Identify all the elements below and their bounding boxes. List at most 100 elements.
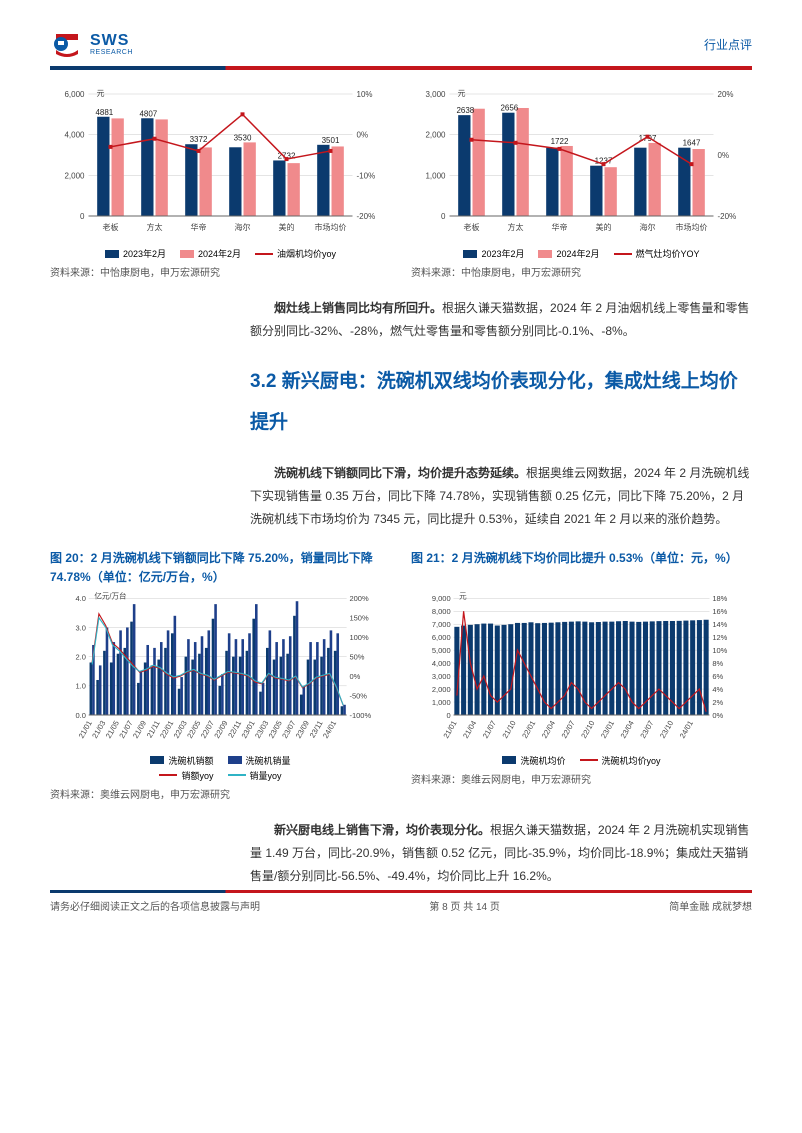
footer-mid: 第 8 页 共 14 页: [429, 898, 500, 913]
footer-right: 简单金融 成就梦想: [669, 898, 752, 913]
chart-2-source: 资料来源：中怡康厨电，申万宏源研究: [411, 264, 752, 279]
footer-left: 请务必仔细阅读正文之后的各项信息披露与声明: [50, 898, 260, 913]
svg-text:50%: 50%: [349, 652, 364, 661]
logo-sub: RESEARCH: [90, 49, 133, 56]
chart-4-legend: 洗碗机均价 洗碗机均价yoy: [411, 754, 752, 767]
svg-text:1,000: 1,000: [432, 698, 451, 707]
svg-text:21/09: 21/09: [131, 719, 148, 740]
svg-text:4.0: 4.0: [75, 594, 85, 603]
svg-text:6%: 6%: [712, 672, 723, 681]
logo-sws: SWS: [90, 33, 133, 49]
chart-3-source: 资料来源：奥维云网厨电，申万宏源研究: [50, 786, 391, 801]
svg-text:2%: 2%: [712, 698, 723, 707]
svg-text:6,000: 6,000: [432, 633, 451, 642]
svg-text:3.0: 3.0: [75, 623, 85, 632]
svg-text:10%: 10%: [712, 646, 727, 655]
fig20-title: 图 20：2 月洗碗机线下销额同比下降 75.20%，销量同比下降 74.78%…: [50, 549, 391, 587]
svg-text:21/10: 21/10: [500, 719, 517, 740]
svg-text:-50%: -50%: [349, 691, 367, 700]
svg-text:2656: 2656: [500, 104, 518, 113]
svg-text:-10%: -10%: [357, 171, 376, 180]
svg-text:3501: 3501: [322, 136, 340, 145]
svg-text:1647: 1647: [683, 139, 701, 148]
svg-text:6,000: 6,000: [64, 90, 85, 99]
svg-text:22/10: 22/10: [579, 719, 596, 740]
svg-text:老板: 老板: [103, 222, 119, 232]
svg-text:美的: 美的: [279, 222, 295, 232]
svg-text:1,000: 1,000: [425, 171, 446, 180]
svg-text:0: 0: [80, 212, 85, 221]
svg-text:4,000: 4,000: [432, 659, 451, 668]
svg-text:3372: 3372: [190, 135, 208, 144]
svg-text:-20%: -20%: [357, 212, 376, 221]
svg-text:21/07: 21/07: [481, 719, 498, 740]
chart-1-legend: 2023年2月 2024年2月 油烟机均价yoy: [50, 247, 391, 260]
svg-text:老板: 老板: [464, 222, 480, 232]
svg-text:1722: 1722: [551, 137, 569, 146]
svg-text:0.0: 0.0: [75, 711, 85, 720]
svg-text:5,000: 5,000: [432, 646, 451, 655]
svg-text:2638: 2638: [456, 106, 474, 115]
svg-text:0%: 0%: [712, 711, 723, 720]
svg-text:4881: 4881: [95, 108, 113, 117]
svg-text:22/04: 22/04: [540, 719, 557, 740]
svg-text:华帝: 华帝: [191, 222, 207, 232]
svg-text:20%: 20%: [718, 90, 734, 99]
svg-text:3530: 3530: [234, 133, 252, 142]
logo-icon: [50, 30, 84, 58]
svg-text:市场均价: 市场均价: [315, 222, 347, 232]
svg-text:方太: 方太: [147, 222, 163, 232]
svg-text:4807: 4807: [139, 109, 157, 118]
svg-text:22/07: 22/07: [560, 719, 577, 740]
svg-text:18%: 18%: [712, 594, 727, 603]
footer: 请务必仔细阅读正文之后的各项信息披露与声明 第 8 页 共 14 页 简单金融 …: [50, 890, 752, 913]
chart-3-legend2: 销额yoy 销量yoy: [50, 769, 391, 782]
svg-text:海尔: 海尔: [235, 222, 251, 232]
svg-text:21/04: 21/04: [461, 719, 478, 740]
svg-text:4,000: 4,000: [64, 131, 85, 140]
para-1: 烟灶线上销售同比均有所回升。根据久谦天猫数据，2024 年 2 月油烟机线上零售…: [250, 297, 752, 343]
header-category: 行业点评: [704, 36, 752, 53]
svg-text:0%: 0%: [349, 672, 360, 681]
section-heading: 3.2 新兴厨电：洗碗机双线均价表现分化，集成灶线上均价提升: [250, 361, 752, 445]
svg-text:元: 元: [459, 591, 467, 600]
chart-2: 01,0002,0003,000-20%0%20%元老板2638方太2656华帝…: [411, 80, 752, 240]
header-bar: [50, 66, 752, 70]
svg-text:22/09: 22/09: [212, 719, 229, 740]
svg-text:23/04: 23/04: [619, 719, 636, 740]
chart-4-source: 资料来源：奥维云网厨电，申万宏源研究: [411, 771, 752, 786]
svg-text:23/10: 23/10: [658, 719, 675, 740]
svg-text:7,000: 7,000: [432, 620, 451, 629]
fig21-title: 图 21：2 月洗碗机线下均价同比提升 0.53%（单位：元，%）: [411, 549, 752, 587]
svg-text:0%: 0%: [718, 151, 730, 160]
svg-text:8,000: 8,000: [432, 607, 451, 616]
svg-text:3,000: 3,000: [425, 90, 446, 99]
svg-text:2,000: 2,000: [425, 131, 446, 140]
svg-text:10%: 10%: [357, 90, 373, 99]
logo: SWS RESEARCH: [50, 30, 133, 58]
svg-text:海尔: 海尔: [640, 222, 656, 232]
svg-text:0: 0: [441, 212, 446, 221]
svg-text:-100%: -100%: [349, 711, 371, 720]
svg-text:23/07: 23/07: [638, 719, 655, 740]
svg-text:12%: 12%: [712, 633, 727, 642]
svg-text:亿元/万台: 亿元/万台: [94, 590, 126, 600]
svg-text:9,000: 9,000: [432, 594, 451, 603]
chart-2-legend: 2023年2月 2024年2月 燃气灶均价YOY: [411, 247, 752, 260]
svg-text:3,000: 3,000: [432, 672, 451, 681]
svg-text:元: 元: [458, 89, 466, 98]
svg-text:4%: 4%: [712, 685, 723, 694]
svg-text:市场均价: 市场均价: [676, 222, 708, 232]
para-3: 新兴厨电线上销售下滑，均价表现分化。根据久谦天猫数据，2024 年 2 月洗碗机…: [250, 819, 752, 887]
svg-text:23/01: 23/01: [599, 719, 616, 740]
svg-text:23/09: 23/09: [294, 719, 311, 740]
svg-text:华帝: 华帝: [552, 222, 568, 232]
svg-text:24/01: 24/01: [321, 719, 338, 740]
svg-text:0: 0: [446, 711, 450, 720]
svg-text:2,000: 2,000: [64, 171, 85, 180]
svg-text:24/01: 24/01: [678, 719, 695, 740]
svg-text:2.0: 2.0: [75, 652, 85, 661]
svg-text:16%: 16%: [712, 607, 727, 616]
svg-text:元: 元: [97, 89, 105, 98]
svg-text:0%: 0%: [357, 131, 369, 140]
